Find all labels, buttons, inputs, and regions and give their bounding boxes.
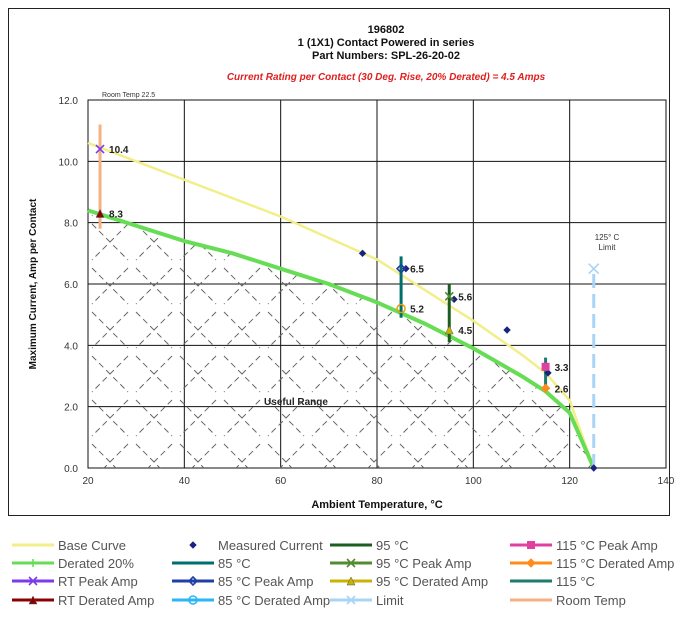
useful-range-label: Useful Range [264,397,328,408]
data-label: 3.3 [555,363,569,374]
legend-label: Base Curve [58,538,126,553]
legend-item: Base Curve [12,538,126,553]
legend-label: 115 °C Peak Amp [556,538,658,553]
x-tick-label: 140 [658,476,675,487]
derated-115-marker [540,383,551,393]
legend-marker [28,595,38,605]
data-label: 6.5 [410,265,424,276]
data-label: 4.5 [458,326,472,337]
legend-item: 85 °C [172,556,251,571]
data-label: 2.6 [555,384,569,395]
room-temp-annotation: Room Temp 22.5 [102,92,155,99]
legend-label: Limit [376,593,404,608]
x-axis-label: Ambient Temperature, °C [311,499,442,511]
legend-label: Measured Current [218,538,323,553]
data-label: 8.3 [109,209,123,220]
legend: Base Curve Measured Current 95 °C 115 °C Pe… [12,538,674,608]
derated-95-marker [444,325,454,335]
legend-marker [346,576,356,586]
legend-label: Room Temp [556,593,626,608]
y-tick-label: 6.0 [64,280,78,291]
legend-item: Measured Current [189,538,323,553]
limit-annotation-line1: 125° C [595,233,620,242]
legend-label: 115 °C [556,574,595,589]
legend-item: 95 °C [330,538,409,553]
data-label: 5.6 [458,292,472,303]
legend-marker [29,559,37,567]
legend-item: RT Derated Amp [12,593,154,608]
x-tick-label: 80 [371,476,383,487]
legend-marker [346,558,356,568]
legend-label: 115 °C Derated Amp [556,556,674,571]
legend-label: RT Peak Amp [58,574,138,589]
legend-item: 115 °C Derated Amp [510,556,674,571]
y-tick-label: 0.0 [64,464,78,475]
limit-annotation-line2: Limit [599,243,617,252]
x-tick-label: 100 [465,476,482,487]
legend-marker [189,541,197,549]
legend-item: Room Temp [510,593,626,608]
legend-marker [346,595,356,605]
legend-label: RT Derated Amp [58,593,154,608]
y-tick-label: 12.0 [59,96,79,107]
legend-marker [187,575,199,587]
x-tick-label: 40 [179,476,191,487]
x-tick-label: 20 [82,476,94,487]
x-tick-label: 120 [561,476,578,487]
measured-current-point [503,326,511,334]
marks-layer [95,144,600,472]
legend-marker [527,541,535,549]
y-axis-label: Maximum Current, Amp per Contact [28,198,39,369]
legend-item: 85 °C Peak Amp [172,574,314,589]
limit-marker [588,263,600,275]
legend-item: Derated 20% [12,556,134,571]
legend-item: 85 °C Derated Amp [172,593,330,608]
data-label: 5.2 [410,305,424,316]
legend-item: RT Peak Amp [12,574,138,589]
rt-peak-marker [95,144,105,154]
legend-marker [28,576,38,586]
y-tick-label: 2.0 [64,403,78,414]
derated-85-marker [396,303,406,314]
peak-85-marker [395,263,407,274]
chart-subtitle-2: Part Numbers: SPL-26-20-02 [312,50,460,62]
x-tick-label: 60 [275,476,287,487]
peak-115-marker [541,362,550,371]
legend-label: 85 °C Derated Amp [218,593,330,608]
legend-label: Derated 20% [58,556,134,571]
peak-95-marker [444,291,454,301]
rt-derated-marker [95,208,105,218]
legend-label: 85 °C [218,556,251,571]
legend-label: 95 °C [376,538,409,553]
current-rating-note: Current Rating per Contact (30 Deg. Rise… [227,72,546,83]
legend-label: 95 °C Derated Amp [376,574,488,589]
measured-current-point [544,369,552,377]
ticks-layer: 20 40 60 80 100 120 140 0.0 2.0 4.0 6.0 8.0 10.0 12.0 [59,96,675,487]
y-tick-label: 10.0 [59,157,79,168]
chart-title: 196802 [368,24,405,36]
measured-current-point [590,464,598,472]
y-tick-label: 8.0 [64,219,78,230]
legend-item: 95 °C Peak Amp [330,556,472,571]
data-label: 10.4 [109,145,129,156]
labels-layer: 10.4 8.3 6.5 5.6 5.2 4.5 3.3 2.6 [109,145,569,395]
legend-label: 85 °C Peak Amp [218,574,314,589]
y-tick-label: 4.0 [64,341,78,352]
chart-subtitle-1: 1 (1X1) Contact Powered in series [298,37,475,49]
legend-item: 95 °C Derated Amp [330,574,488,589]
legend-label: 95 °C Peak Amp [376,556,472,571]
legend-item: Limit [330,593,404,608]
legend-item: 115 °C Peak Amp [510,538,658,553]
legend-marker [188,595,198,605]
measured-current-point [358,249,367,258]
legend-item: 115 °C [510,574,595,589]
legend-marker [526,558,536,568]
